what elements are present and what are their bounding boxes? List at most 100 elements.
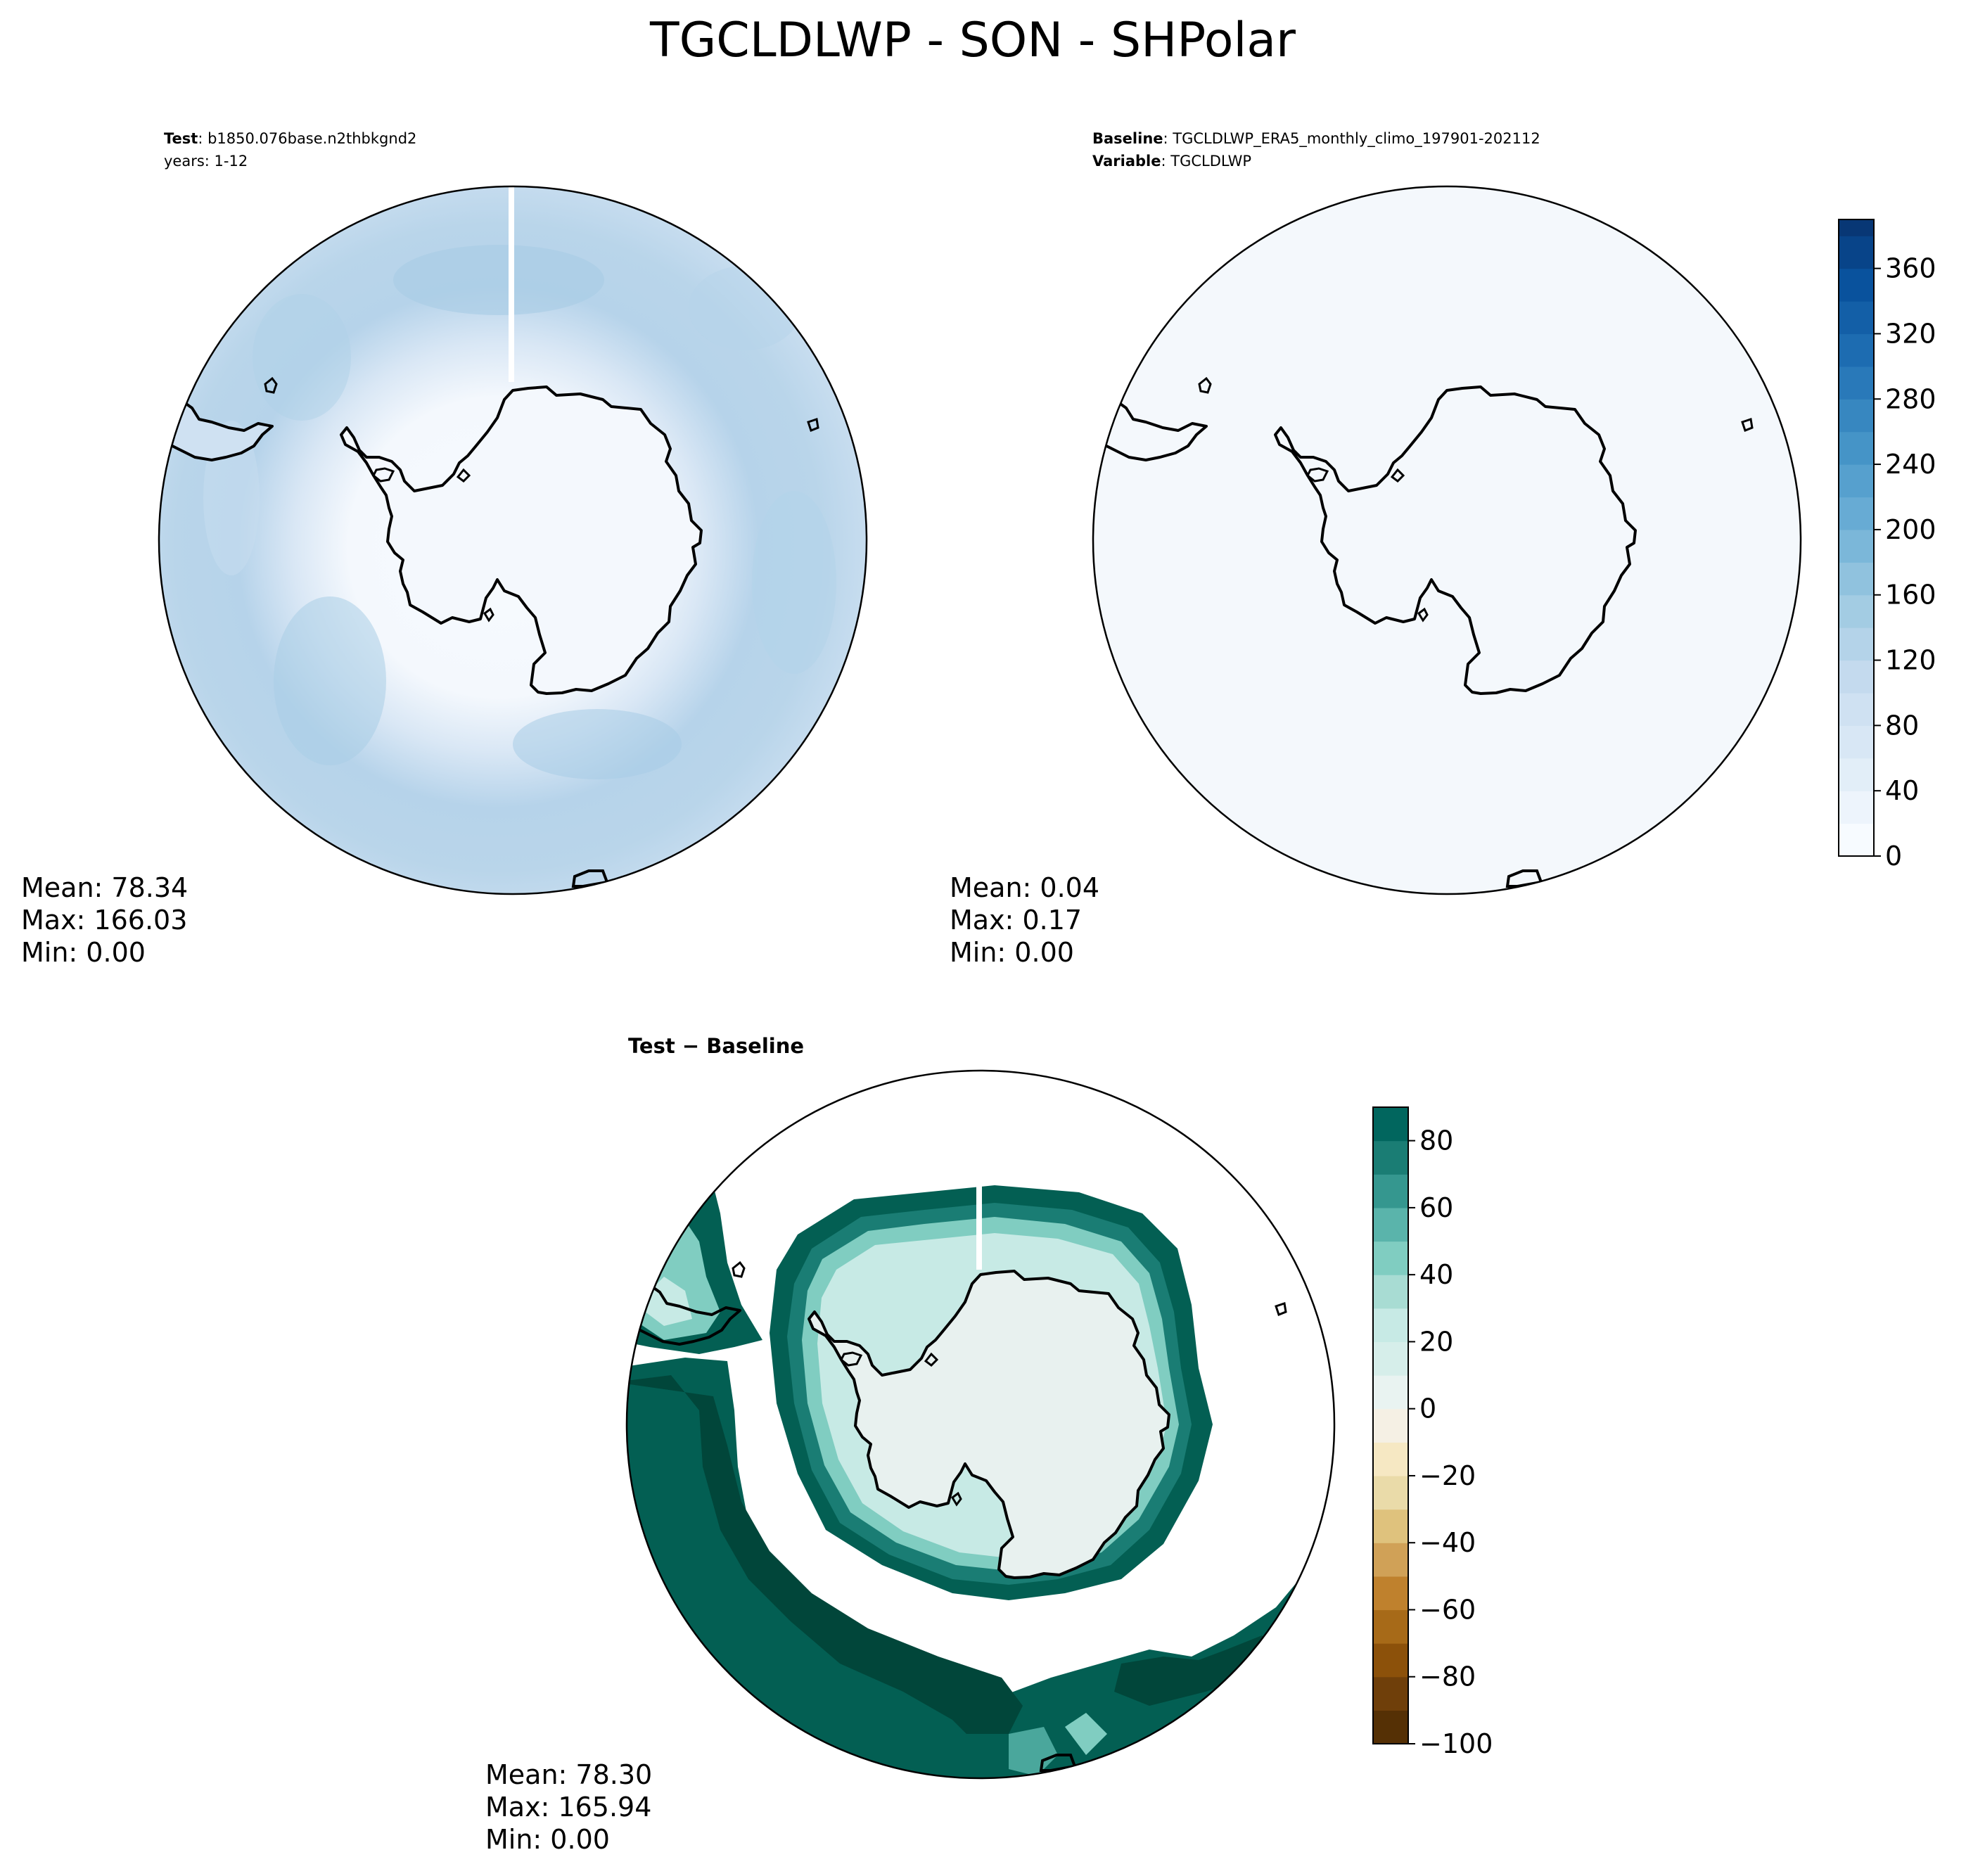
test-header-label: Test bbox=[164, 130, 198, 147]
difference-missing-strip bbox=[976, 1071, 982, 1270]
difference-colorbar-tick-label: 0 bbox=[1419, 1393, 1436, 1424]
difference-colorbar-level bbox=[1373, 1241, 1408, 1275]
test-stat-min: Min: 0.00 bbox=[21, 937, 146, 968]
difference-stat-max: Max: 165.94 bbox=[485, 1792, 651, 1823]
test-header-line1: Test: b1850.076base.n2thbkgnd2 bbox=[164, 130, 416, 147]
baseline-header-source: : TGCLDLWP_ERA5_monthly_climo_197901-202… bbox=[1163, 130, 1540, 148]
difference-colorbar-level bbox=[1373, 1710, 1408, 1744]
difference-colorbar-level bbox=[1373, 1643, 1408, 1678]
test-stat-mean: Mean: 78.34 bbox=[21, 872, 188, 903]
baseline-colorbar-level bbox=[1839, 823, 1874, 857]
baseline-header-label: Baseline bbox=[1092, 130, 1163, 147]
difference-colorbar-level bbox=[1373, 1475, 1408, 1510]
baseline-stat-min: Min: 0.00 bbox=[950, 937, 1074, 968]
baseline-variable-name: : TGCLDLWP bbox=[1161, 153, 1251, 170]
baseline-colorbar-level bbox=[1839, 431, 1874, 465]
baseline-panel: Baseline: TGCLDLWP_ERA5_monthly_climo_19… bbox=[950, 130, 1936, 968]
baseline-header-line1: Baseline: TGCLDLWP_ERA5_monthly_climo_19… bbox=[1092, 130, 1540, 148]
baseline-colorbar-level bbox=[1839, 791, 1874, 824]
difference-colorbar-level bbox=[1373, 1174, 1408, 1208]
difference-colorbar-level bbox=[1373, 1543, 1408, 1577]
baseline-variable-label: Variable bbox=[1092, 153, 1161, 170]
baseline-colorbar-level bbox=[1839, 627, 1874, 661]
difference-colorbar-level bbox=[1373, 1576, 1408, 1611]
difference-colorbar-level bbox=[1373, 1442, 1408, 1476]
baseline-stat-max: Max: 0.17 bbox=[950, 905, 1082, 936]
difference-colorbar-level bbox=[1373, 1140, 1408, 1175]
test-header-case: : b1850.076base.n2thbkgnd2 bbox=[198, 130, 416, 147]
baseline-colorbar-tick-label: 320 bbox=[1885, 318, 1936, 349]
difference-colorbar-tick-label: 40 bbox=[1419, 1259, 1453, 1290]
test-map-boundary bbox=[158, 185, 868, 895]
baseline-stat-mean: Mean: 0.04 bbox=[950, 872, 1099, 903]
test-field-patch bbox=[274, 596, 386, 765]
test-header-line2: years: 1-12 bbox=[164, 153, 248, 170]
test-panel: Test: b1850.076base.n2thbkgnd2 years: 1-… bbox=[21, 130, 868, 968]
difference-field-band bbox=[1009, 1727, 1058, 1776]
difference-colorbar-level bbox=[1373, 1676, 1408, 1711]
difference-panel: Test − Baseline bbox=[485, 1034, 1493, 1855]
baseline-colorbar-tick-label: 80 bbox=[1885, 710, 1919, 741]
baseline-colorbar-tick-label: 120 bbox=[1885, 645, 1936, 676]
difference-colorbar: 80 60 40 20 0 −20 −40 −60 −80 −100 bbox=[1372, 1106, 1493, 1759]
difference-field-band bbox=[627, 1375, 1023, 1734]
difference-map-boundary bbox=[625, 1069, 1336, 1780]
baseline-colorbar-level bbox=[1839, 366, 1874, 400]
test-field-patch bbox=[393, 245, 604, 315]
difference-colorbar-level bbox=[1373, 1375, 1408, 1410]
difference-colorbar-level bbox=[1373, 1341, 1408, 1376]
baseline-colorbar-level bbox=[1839, 399, 1874, 433]
test-field-patch bbox=[513, 709, 682, 779]
figure-title: TGCLDLWP - SON - SHPolar bbox=[649, 13, 1296, 68]
baseline-colorbar-level bbox=[1839, 562, 1874, 596]
difference-field-band bbox=[1065, 1713, 1107, 1755]
test-stat-max: Max: 166.03 bbox=[21, 905, 187, 936]
baseline-map-boundary bbox=[1092, 185, 1802, 895]
baseline-header-line2: Variable: TGCLDLWP bbox=[1092, 153, 1251, 170]
difference-header: Test − Baseline bbox=[628, 1034, 804, 1058]
baseline-colorbar-tick-label: 280 bbox=[1885, 383, 1936, 414]
baseline-map bbox=[1092, 185, 1802, 895]
baseline-colorbar-level bbox=[1839, 464, 1874, 498]
difference-stat-mean: Mean: 78.30 bbox=[485, 1759, 652, 1790]
difference-colorbar-tick-label: 60 bbox=[1419, 1192, 1453, 1223]
baseline-colorbar-level bbox=[1839, 497, 1874, 530]
difference-colorbar-tick-label: −20 bbox=[1419, 1460, 1476, 1491]
difference-colorbar-level bbox=[1373, 1408, 1408, 1443]
difference-colorbar-level bbox=[1373, 1308, 1408, 1343]
baseline-colorbar-level bbox=[1839, 725, 1874, 759]
difference-colorbar-level bbox=[1373, 1609, 1408, 1644]
difference-colorbar-level bbox=[1373, 1275, 1408, 1309]
difference-colorbar-level bbox=[1373, 1207, 1408, 1242]
baseline-colorbar-level bbox=[1839, 660, 1874, 694]
baseline-colorbar: 0 40 80 120 160 200 240 280 320 360 bbox=[1838, 219, 1936, 872]
difference-colorbar-tick-label: 20 bbox=[1419, 1326, 1453, 1357]
baseline-colorbar-frame bbox=[1838, 219, 1875, 857]
difference-field-band bbox=[1114, 1635, 1283, 1706]
difference-colorbar-level bbox=[1373, 1509, 1408, 1543]
test-field-patch bbox=[752, 491, 836, 674]
test-missing-strip bbox=[509, 186, 514, 382]
difference-colorbar-tick-label: −100 bbox=[1419, 1728, 1493, 1759]
baseline-colorbar-level bbox=[1839, 236, 1874, 269]
test-field-patch bbox=[253, 294, 351, 421]
baseline-colorbar-level bbox=[1839, 219, 1874, 236]
baseline-colorbar-level bbox=[1839, 333, 1874, 367]
difference-colorbar-frame bbox=[1372, 1106, 1409, 1744]
baseline-colorbar-tick-label: 360 bbox=[1885, 253, 1936, 284]
test-map bbox=[158, 185, 868, 895]
difference-stat-min: Min: 0.00 bbox=[485, 1824, 610, 1855]
baseline-colorbar-tick-label: 160 bbox=[1885, 580, 1936, 611]
baseline-colorbar-level bbox=[1839, 692, 1874, 726]
test-field-patch bbox=[689, 266, 801, 350]
baseline-colorbar-level bbox=[1839, 758, 1874, 791]
difference-map bbox=[625, 1069, 1336, 1780]
difference-colorbar-level bbox=[1373, 1107, 1408, 1142]
baseline-colorbar-level bbox=[1839, 268, 1874, 302]
baseline-colorbar-tick-label: 240 bbox=[1885, 449, 1936, 480]
baseline-colorbar-tick-label: 0 bbox=[1885, 841, 1902, 872]
baseline-colorbar-tick-label: 40 bbox=[1885, 775, 1919, 806]
baseline-colorbar-level bbox=[1839, 529, 1874, 563]
difference-colorbar-tick-label: −60 bbox=[1419, 1594, 1476, 1625]
difference-colorbar-tick-label: 80 bbox=[1419, 1125, 1453, 1156]
